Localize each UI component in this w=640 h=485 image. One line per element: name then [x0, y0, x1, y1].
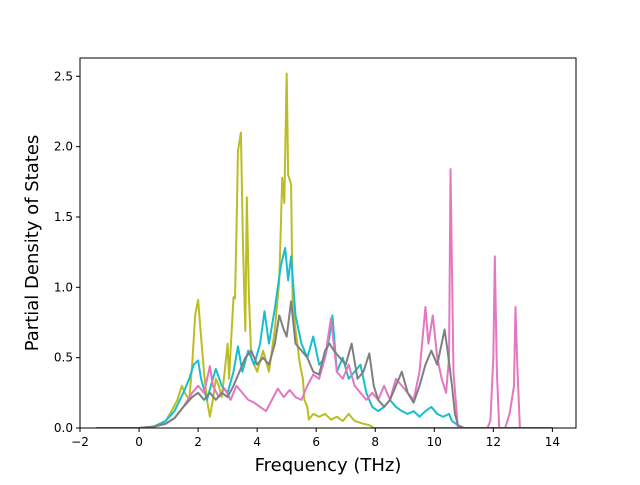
- y-axis-label: Partial Density of States: [22, 135, 43, 352]
- x-axis-ticks: −2 0 2 4 6 8 10 12 14: [71, 428, 560, 449]
- x-tick-label: 14: [545, 435, 560, 449]
- y-tick-label: 2.5: [54, 69, 73, 83]
- x-axis-label: Frequency (THz): [255, 455, 402, 476]
- series-line-2: [96, 246, 553, 428]
- plot-frame: [79, 57, 577, 429]
- y-tick-label: 1.5: [54, 210, 73, 224]
- x-tick-label: 10: [427, 435, 442, 449]
- series-line-4: [96, 300, 553, 428]
- y-tick-label: 0.0: [54, 421, 73, 435]
- x-tick-label: 0: [135, 435, 143, 449]
- x-tick-label: 2: [194, 435, 202, 449]
- x-tick-label: 8: [371, 435, 379, 449]
- x-tick-label: 6: [312, 435, 320, 449]
- y-tick-label: 0.5: [54, 351, 73, 365]
- x-tick-label: 4: [253, 435, 261, 449]
- series-line-1: [96, 72, 553, 428]
- x-tick-label: 12: [486, 435, 501, 449]
- series-lines: [96, 72, 553, 428]
- x-tick-label: −2: [71, 435, 89, 449]
- series-line-3: [96, 168, 553, 428]
- y-tick-label: 2.0: [54, 140, 73, 154]
- y-axis-ticks: 0.0 0.5 1.0 1.5 2.0 2.5: [54, 69, 80, 435]
- y-tick-label: 1.0: [54, 280, 73, 294]
